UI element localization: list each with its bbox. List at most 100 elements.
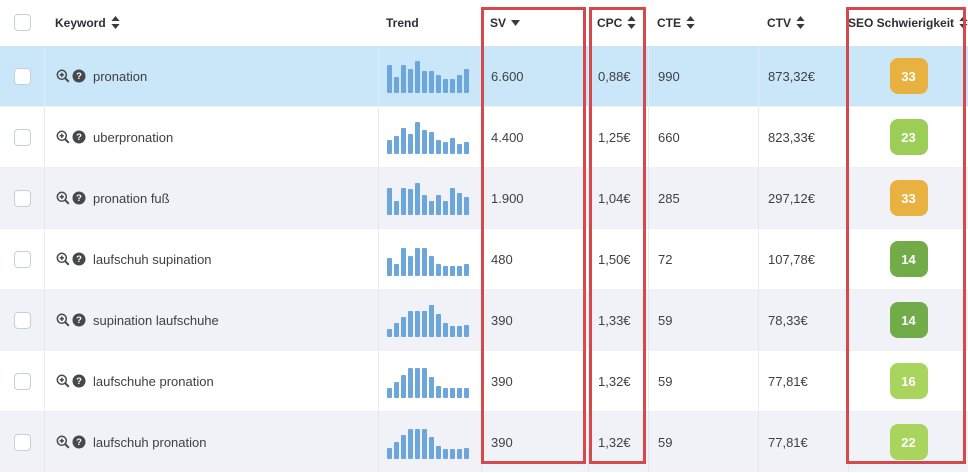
keyword-cell: ? uberpronation bbox=[44, 107, 378, 167]
select-all-checkbox[interactable] bbox=[13, 14, 31, 31]
trend-bar bbox=[422, 195, 427, 215]
seo-difficulty-cell: 23 bbox=[848, 107, 968, 167]
cte-cell: 285 bbox=[648, 168, 758, 228]
trend-bar bbox=[450, 138, 455, 154]
ctv-value: 77,81€ bbox=[768, 373, 808, 389]
search-volume-cell: 4.400 bbox=[481, 107, 588, 167]
column-header-label: SEO Schwierigkeit bbox=[848, 15, 955, 30]
column-header-ctv[interactable]: CTV bbox=[758, 0, 848, 45]
search-volume-cell: 390 bbox=[481, 351, 588, 411]
trend-bar bbox=[394, 201, 399, 215]
trend-bar bbox=[457, 449, 462, 459]
trend-bar bbox=[429, 201, 434, 215]
help-icon[interactable]: ? bbox=[72, 130, 86, 144]
seo-difficulty-badge: 14 bbox=[889, 302, 928, 338]
keyword-label[interactable]: supination laufschuhe bbox=[93, 312, 219, 328]
table-row[interactable]: ? supination laufschuhe 390 1,33€ 59 78,33€ 14 bbox=[0, 289, 968, 350]
help-icon[interactable]: ? bbox=[72, 191, 86, 205]
help-icon[interactable]: ? bbox=[72, 435, 86, 449]
table-row[interactable]: ? pronation fuß 1.900 1,04€ 285 297,12€ 33 bbox=[0, 167, 968, 228]
keyword-cell: ? laufschuhe pronation bbox=[44, 351, 378, 411]
column-header-label: Trend bbox=[386, 15, 419, 30]
svg-text:?: ? bbox=[76, 71, 82, 82]
cpc-value: 1,50€ bbox=[598, 251, 631, 267]
seo-difficulty-cell: 16 bbox=[848, 351, 968, 411]
column-header-seo[interactable]: SEO Schwierigkeit bbox=[848, 0, 968, 45]
row-checkbox[interactable] bbox=[13, 250, 31, 268]
zoom-in-icon[interactable] bbox=[56, 69, 70, 83]
keyword-cell: ? laufschuh pronation bbox=[44, 412, 378, 472]
row-select-cell bbox=[0, 412, 44, 472]
keyword-label[interactable]: pronation bbox=[93, 68, 148, 84]
keyword-label[interactable]: pronation fuß bbox=[93, 190, 170, 206]
help-icon[interactable]: ? bbox=[72, 252, 86, 266]
trend-bar bbox=[394, 136, 399, 154]
trend-bar bbox=[387, 258, 392, 276]
zoom-in-icon[interactable] bbox=[56, 130, 70, 144]
help-icon[interactable]: ? bbox=[72, 69, 86, 83]
keyword-label[interactable]: laufschuh supination bbox=[93, 251, 212, 267]
column-header-sv[interactable]: SV bbox=[481, 0, 588, 45]
help-icon[interactable]: ? bbox=[72, 374, 86, 388]
zoom-in-icon[interactable] bbox=[56, 313, 70, 327]
table-row[interactable]: ? uberpronation 4.400 1,25€ 660 823,33€ 23 bbox=[0, 106, 968, 167]
keyword-label[interactable]: laufschuh pronation bbox=[93, 434, 207, 450]
seo-difficulty-cell: 22 bbox=[848, 412, 968, 472]
cte-value: 990 bbox=[658, 68, 680, 84]
help-icon[interactable]: ? bbox=[72, 313, 86, 327]
trend-cell bbox=[378, 290, 481, 350]
seo-difficulty-cell: 33 bbox=[848, 46, 968, 106]
row-checkbox[interactable] bbox=[13, 67, 31, 85]
ctv-cell: 823,33€ bbox=[758, 107, 848, 167]
row-checkbox[interactable] bbox=[13, 433, 31, 451]
table-row[interactable]: ? laufschuh pronation 390 1,32€ 59 77,81€ 22 bbox=[0, 411, 968, 472]
zoom-in-icon[interactable] bbox=[56, 435, 70, 449]
search-volume-value: 6.600 bbox=[491, 68, 524, 84]
cte-cell: 72 bbox=[648, 229, 758, 289]
row-checkbox[interactable] bbox=[13, 311, 31, 329]
search-volume-cell: 480 bbox=[481, 229, 588, 289]
table-row[interactable]: ? laufschuh supination 480 1,50€ 72 107,78€ 14 bbox=[0, 228, 968, 289]
cte-value: 285 bbox=[658, 190, 680, 206]
cte-value: 660 bbox=[658, 129, 680, 145]
svg-text:?: ? bbox=[76, 132, 82, 143]
trend-bar bbox=[422, 429, 427, 459]
trend-bar bbox=[443, 323, 448, 337]
zoom-in-icon[interactable] bbox=[56, 191, 70, 205]
column-header-label: CTE bbox=[657, 15, 681, 30]
trend-sparkline bbox=[387, 303, 469, 337]
trend-bar bbox=[394, 323, 399, 337]
row-checkbox[interactable] bbox=[13, 189, 31, 207]
trend-bar bbox=[415, 368, 420, 398]
seo-difficulty-badge: 16 bbox=[889, 363, 928, 399]
table-row[interactable]: ? laufschuhe pronation 390 1,32€ 59 77,81€ 16 bbox=[0, 350, 968, 411]
ctv-value: 77,81€ bbox=[768, 434, 808, 450]
column-header-cte[interactable]: CTE bbox=[648, 0, 758, 45]
search-volume-value: 390 bbox=[491, 434, 513, 450]
trend-sparkline bbox=[387, 181, 469, 215]
trend-bar bbox=[394, 382, 399, 398]
trend-bar bbox=[422, 248, 427, 276]
seo-difficulty-cell: 14 bbox=[848, 229, 968, 289]
zoom-in-icon[interactable] bbox=[56, 252, 70, 266]
trend-bar bbox=[415, 311, 420, 337]
row-select-cell bbox=[0, 229, 44, 289]
search-volume-value: 4.400 bbox=[491, 129, 524, 145]
row-checkbox[interactable] bbox=[13, 372, 31, 390]
zoom-in-icon[interactable] bbox=[56, 374, 70, 388]
table-row[interactable]: ? pronation 6.600 0,88€ 990 873,32€ 33 bbox=[0, 45, 968, 106]
column-header-keyword[interactable]: Keyword bbox=[44, 0, 378, 45]
trend-bar bbox=[443, 266, 448, 276]
row-checkbox[interactable] bbox=[13, 128, 31, 146]
trend-bar bbox=[450, 79, 455, 93]
keyword-label[interactable]: laufschuhe pronation bbox=[93, 373, 214, 389]
ctv-cell: 78,33€ bbox=[758, 290, 848, 350]
keyword-label[interactable]: uberpronation bbox=[93, 129, 174, 145]
seo-difficulty-badge: 22 bbox=[889, 424, 928, 460]
cte-cell: 660 bbox=[648, 107, 758, 167]
search-volume-cell: 1.900 bbox=[481, 168, 588, 228]
column-header-cpc[interactable]: CPC bbox=[588, 0, 648, 45]
trend-sparkline bbox=[387, 242, 469, 276]
trend-bar bbox=[429, 305, 434, 337]
